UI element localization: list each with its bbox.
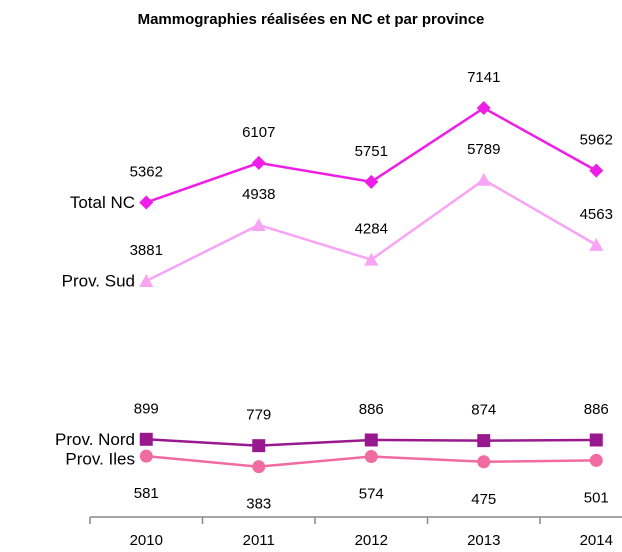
- marker: [251, 155, 266, 170]
- data-label: 475: [471, 491, 496, 508]
- marker: [364, 450, 378, 464]
- data-label: 4938: [242, 186, 275, 203]
- chart-title: Mammographies réalisées en NC et par pro…: [138, 11, 485, 28]
- data-label: 501: [584, 489, 609, 506]
- data-label: 383: [246, 496, 271, 513]
- marker: [589, 453, 603, 467]
- x-tick-label: 2014: [580, 532, 613, 549]
- marker: [476, 101, 491, 116]
- x-tick-label: 2010: [130, 532, 163, 549]
- marker: [589, 163, 604, 178]
- x-tick-label: 2012: [355, 532, 388, 549]
- data-label: 574: [359, 486, 384, 503]
- marker: [589, 433, 603, 447]
- data-label: 4563: [580, 206, 613, 223]
- series-label: Prov. Nord: [55, 430, 135, 449]
- data-label: 5362: [130, 163, 163, 180]
- marker: [139, 274, 154, 288]
- marker: [477, 434, 491, 448]
- marker: [589, 237, 604, 251]
- data-label: 886: [359, 401, 384, 418]
- data-label: 3881: [130, 242, 163, 259]
- marker: [139, 195, 154, 210]
- marker: [252, 439, 266, 453]
- marker: [476, 172, 491, 186]
- marker: [364, 174, 379, 189]
- series-label: Prov. Iles: [65, 450, 135, 469]
- data-label: 779: [246, 407, 271, 424]
- marker: [139, 432, 153, 446]
- data-label: 886: [584, 401, 609, 418]
- data-label: 4284: [355, 221, 388, 238]
- marker: [252, 460, 266, 474]
- data-label: 6107: [242, 124, 275, 141]
- series-label: Total NC: [70, 193, 135, 212]
- data-label: 5751: [355, 143, 388, 160]
- marker: [364, 433, 378, 447]
- data-label: 899: [134, 400, 159, 417]
- marker: [477, 455, 491, 469]
- data-label: 7141: [467, 69, 500, 86]
- marker: [139, 449, 153, 463]
- data-label: 581: [134, 485, 159, 502]
- series-label: Prov. Sud: [62, 272, 135, 291]
- data-label: 874: [471, 402, 496, 419]
- x-tick-label: 2013: [467, 532, 500, 549]
- data-label: 5789: [467, 141, 500, 158]
- x-tick-label: 2011: [243, 532, 275, 549]
- marker: [364, 252, 379, 266]
- marker: [251, 217, 266, 231]
- data-label: 5962: [580, 132, 613, 149]
